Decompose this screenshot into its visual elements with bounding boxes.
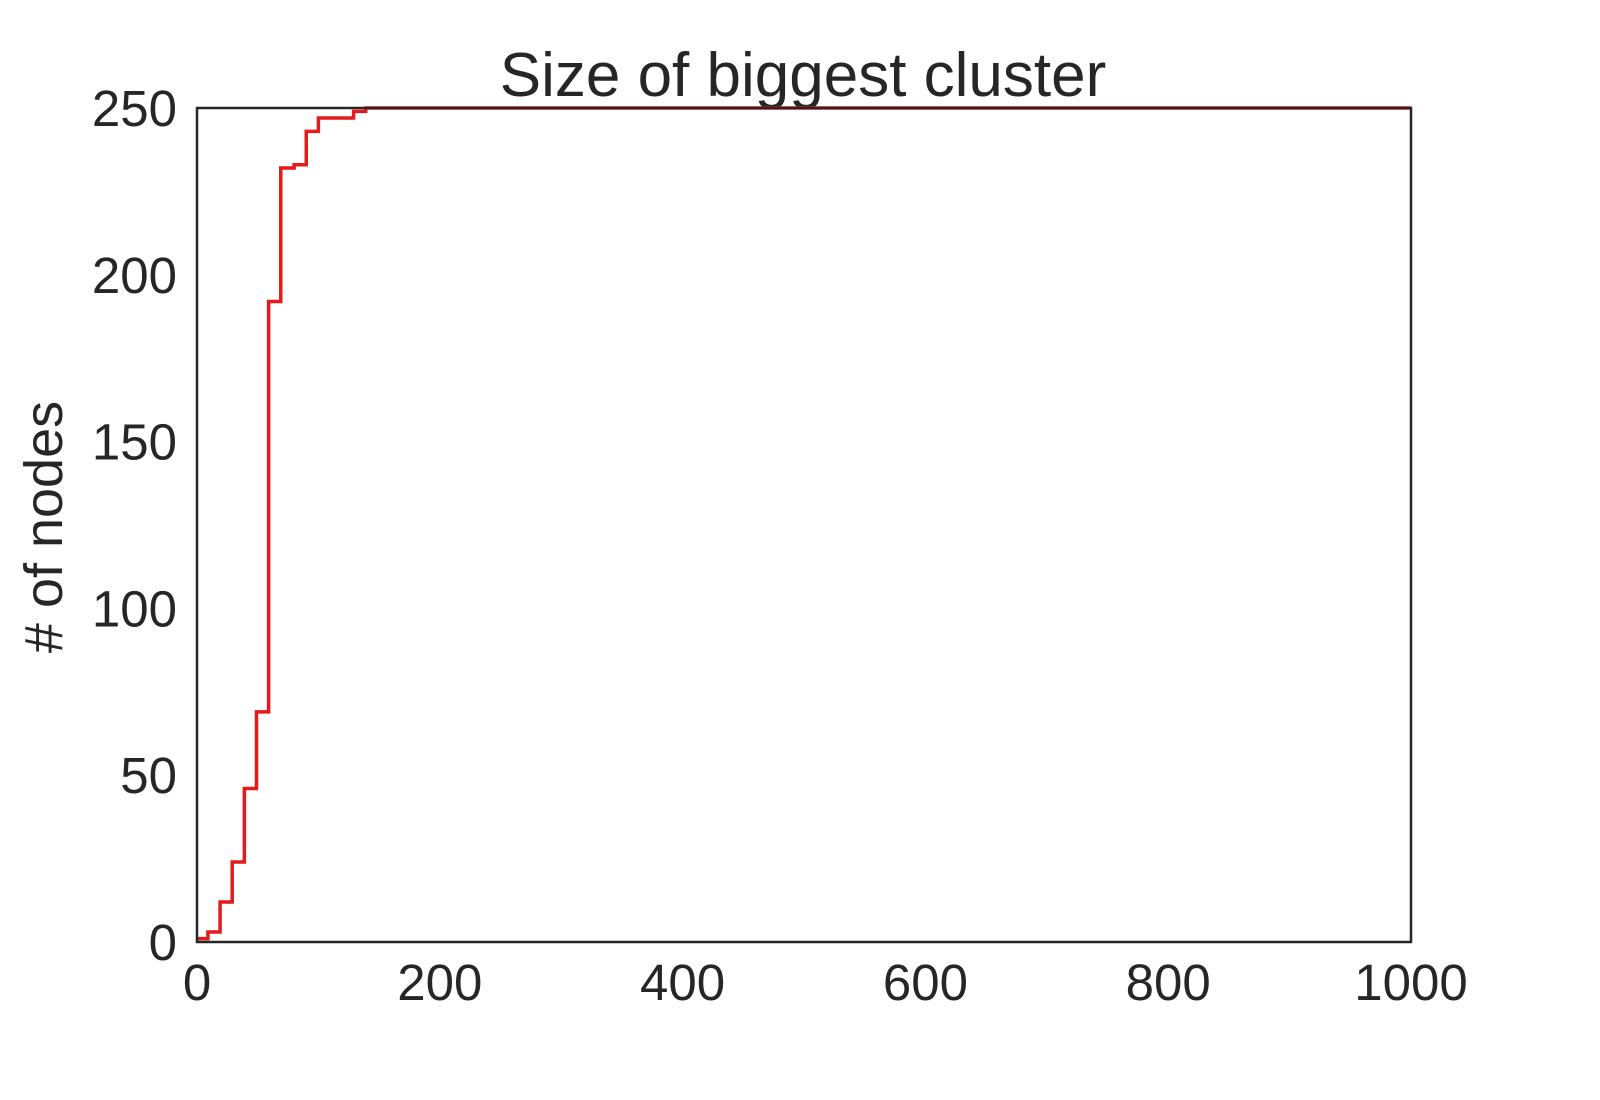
x-tick-label: 1000 — [1354, 954, 1467, 1011]
y-tick-label: 250 — [92, 80, 177, 137]
series-layer — [197, 106, 1411, 941]
x-tick-label: 200 — [397, 954, 482, 1011]
y-axis-ticks: 0 50 100 150 200 250 — [92, 80, 177, 971]
x-axis-ticks: 0 200 400 600 800 1000 — [183, 954, 1468, 1011]
x-tick-label: 800 — [1126, 954, 1211, 1011]
plot-area-frame — [195, 106, 1413, 944]
series-line-0 — [197, 106, 1411, 941]
y-tick-label: 150 — [92, 414, 177, 471]
y-tick-label: 200 — [92, 247, 177, 304]
y-tick-label: 50 — [120, 747, 177, 804]
y-axis-label: # of nodes — [14, 401, 74, 653]
y-tick-label: 0 — [149, 914, 177, 971]
x-tick-label: 400 — [640, 954, 725, 1011]
y-tick-label: 100 — [92, 580, 177, 637]
x-tick-label: 600 — [883, 954, 968, 1011]
chart-title: Size of biggest cluster — [500, 41, 1107, 110]
x-tick-label: 0 — [183, 954, 211, 1011]
